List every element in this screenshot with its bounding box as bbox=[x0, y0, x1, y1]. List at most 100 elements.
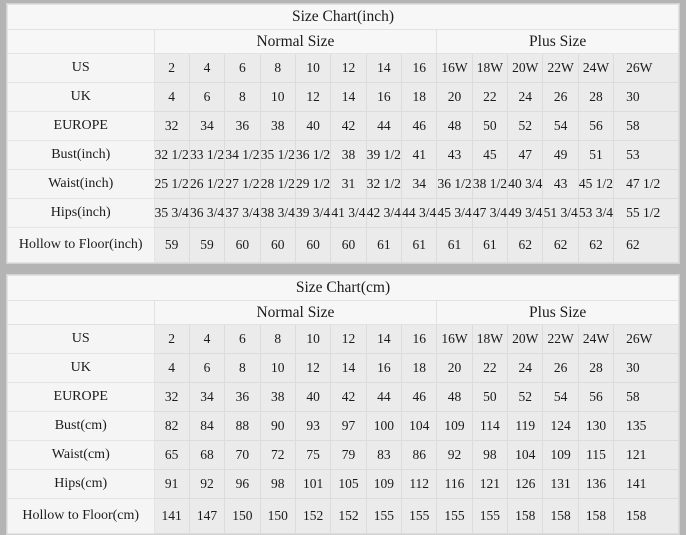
measurement-cell: 61 bbox=[365, 227, 403, 263]
measurement-cell: 119 bbox=[507, 411, 544, 441]
measurement-cell: 20 bbox=[436, 353, 473, 383]
table-row: Hips(cm) 91 92 96 98 101 105 109 112 116 121 126 131… bbox=[7, 469, 679, 499]
measurement-cell: 44 bbox=[365, 111, 403, 141]
measurement-cell: 70 bbox=[224, 440, 261, 470]
measurement-cell: 8 bbox=[224, 82, 261, 112]
measurement-cell: 79 bbox=[330, 440, 367, 470]
measurement-cell: 36 1/2 bbox=[294, 140, 332, 170]
size-group-header: Plus Size bbox=[436, 29, 679, 54]
table-row: Bust(cm) 82 84 88 90 93 97 100 104 109 114 119 124 13… bbox=[7, 411, 679, 441]
size-charts-container: Size Chart(inch) Normal Size Plus Size US 2 4… bbox=[6, 3, 680, 535]
measurement-cell: 155 bbox=[401, 498, 438, 534]
measurement-cell: 30 bbox=[613, 82, 679, 112]
measurement-cell: 158 bbox=[542, 498, 579, 534]
measurement-cell: 45 1/2 bbox=[577, 169, 615, 199]
measurement-cell: 18W bbox=[471, 324, 509, 354]
row-label: Bust(inch) bbox=[7, 140, 155, 170]
measurement-cell: 14 bbox=[365, 324, 403, 354]
measurement-cell: 41 bbox=[401, 140, 438, 170]
measurement-cell: 6 bbox=[224, 53, 261, 83]
chart-title: Size Chart(inch) bbox=[7, 4, 679, 30]
measurement-cell: 116 bbox=[436, 469, 473, 499]
measurement-cell: 14 bbox=[365, 53, 403, 83]
measurement-cell: 158 bbox=[507, 498, 544, 534]
measurement-cell: 92 bbox=[188, 469, 226, 499]
measurement-cell: 62 bbox=[577, 227, 615, 263]
measurement-cell: 8 bbox=[224, 353, 261, 383]
size-group-header: Normal Size bbox=[153, 29, 438, 54]
measurement-cell: 31 bbox=[330, 169, 367, 199]
measurement-cell: 98 bbox=[259, 469, 296, 499]
measurement-cell: 147 bbox=[188, 498, 226, 534]
measurement-cell: 40 3/4 bbox=[507, 169, 544, 199]
measurement-cell: 16 bbox=[401, 324, 438, 354]
measurement-cell: 112 bbox=[401, 469, 438, 499]
table-row: Hips(inch) 35 3/4 36 3/4 37 3/4 38 3/4 39 3/4… bbox=[7, 198, 679, 228]
measurement-cell: 54 bbox=[542, 382, 579, 412]
measurement-cell: 39 3/4 bbox=[294, 198, 332, 228]
measurement-cell: 2 bbox=[153, 53, 190, 83]
measurement-cell: 26W bbox=[613, 324, 679, 354]
measurement-cell: 91 bbox=[153, 469, 190, 499]
measurement-cell: 34 bbox=[188, 382, 226, 412]
measurement-cell: 14 bbox=[330, 353, 367, 383]
measurement-cell: 42 bbox=[330, 382, 367, 412]
measurement-cell: 150 bbox=[224, 498, 261, 534]
table-row: EUROPE 32 34 36 38 40 42 44 46 48 50 52 54 56 58 bbox=[7, 382, 679, 412]
measurement-cell: 20W bbox=[507, 53, 544, 83]
table-row: UK 4 6 8 10 12 14 16 18 20 22 24 26 28 30 bbox=[7, 353, 679, 383]
measurement-cell: 16 bbox=[365, 82, 403, 112]
measurement-cell: 38 3/4 bbox=[259, 198, 296, 228]
measurement-cell: 37 3/4 bbox=[224, 198, 261, 228]
measurement-cell: 45 bbox=[471, 140, 509, 170]
table-row: Waist(cm) 65 68 70 72 75 79 83 86 92 98 104 109 115 12… bbox=[7, 440, 679, 470]
measurement-cell: 6 bbox=[224, 324, 261, 354]
measurement-cell: 12 bbox=[330, 324, 367, 354]
measurement-cell: 28 1/2 bbox=[259, 169, 296, 199]
group-corner-cell bbox=[7, 300, 155, 325]
size-group-header: Normal Size bbox=[153, 300, 438, 325]
measurement-cell: 36 bbox=[224, 382, 261, 412]
table-row: EUROPE 32 34 36 38 40 42 44 46 48 50 52 54 56 58 bbox=[7, 111, 679, 141]
row-label: Waist(inch) bbox=[7, 169, 155, 199]
measurement-cell: 45 3/4 bbox=[436, 198, 473, 228]
measurement-cell: 4 bbox=[153, 82, 190, 112]
size-chart-inch: Size Chart(inch) Normal Size Plus Size US 2 4… bbox=[6, 3, 680, 264]
measurement-cell: 26 bbox=[542, 82, 579, 112]
table-row: US 2 4 6 8 10 12 14 16 16W 18W 20W 22W 24W 26W bbox=[7, 53, 679, 83]
measurement-cell: 88 bbox=[224, 411, 261, 441]
measurement-cell: 155 bbox=[365, 498, 403, 534]
measurement-cell: 24W bbox=[577, 53, 615, 83]
measurement-cell: 4 bbox=[188, 53, 226, 83]
measurement-cell: 56 bbox=[577, 382, 615, 412]
measurement-cell: 22W bbox=[542, 53, 579, 83]
measurement-cell: 26W bbox=[613, 53, 679, 83]
measurement-cell: 12 bbox=[330, 53, 367, 83]
measurement-cell: 42 3/4 bbox=[365, 198, 403, 228]
measurement-cell: 10 bbox=[294, 324, 332, 354]
measurement-cell: 53 bbox=[613, 140, 679, 170]
measurement-cell: 16 bbox=[401, 53, 438, 83]
size-group-row: Normal Size Plus Size bbox=[7, 29, 679, 54]
measurement-cell: 29 1/2 bbox=[294, 169, 332, 199]
measurement-cell: 12 bbox=[294, 82, 332, 112]
table-row: Hollow to Floor(cm) 141 147 150 150 152 152 155… bbox=[7, 498, 679, 534]
measurement-cell: 46 bbox=[401, 382, 438, 412]
measurement-cell: 121 bbox=[613, 440, 679, 470]
measurement-cell: 35 1/2 bbox=[259, 140, 296, 170]
measurement-cell: 30 bbox=[613, 353, 679, 383]
measurement-cell: 44 bbox=[365, 382, 403, 412]
measurement-cell: 61 bbox=[401, 227, 438, 263]
measurement-cell: 98 bbox=[471, 440, 509, 470]
measurement-cell: 141 bbox=[613, 469, 679, 499]
measurement-cell: 60 bbox=[294, 227, 332, 263]
measurement-cell: 65 bbox=[153, 440, 190, 470]
measurement-cell: 26 bbox=[542, 353, 579, 383]
measurement-cell: 52 bbox=[507, 111, 544, 141]
measurement-cell: 97 bbox=[330, 411, 367, 441]
size-chart-cm: Size Chart(cm) Normal Size Plus Size US 2 4 6 8… bbox=[6, 274, 680, 535]
measurement-cell: 124 bbox=[542, 411, 579, 441]
row-label: Hips(cm) bbox=[7, 469, 155, 499]
size-chart-table: Size Chart(cm) Normal Size Plus Size US 2 4 6 8… bbox=[7, 275, 679, 534]
